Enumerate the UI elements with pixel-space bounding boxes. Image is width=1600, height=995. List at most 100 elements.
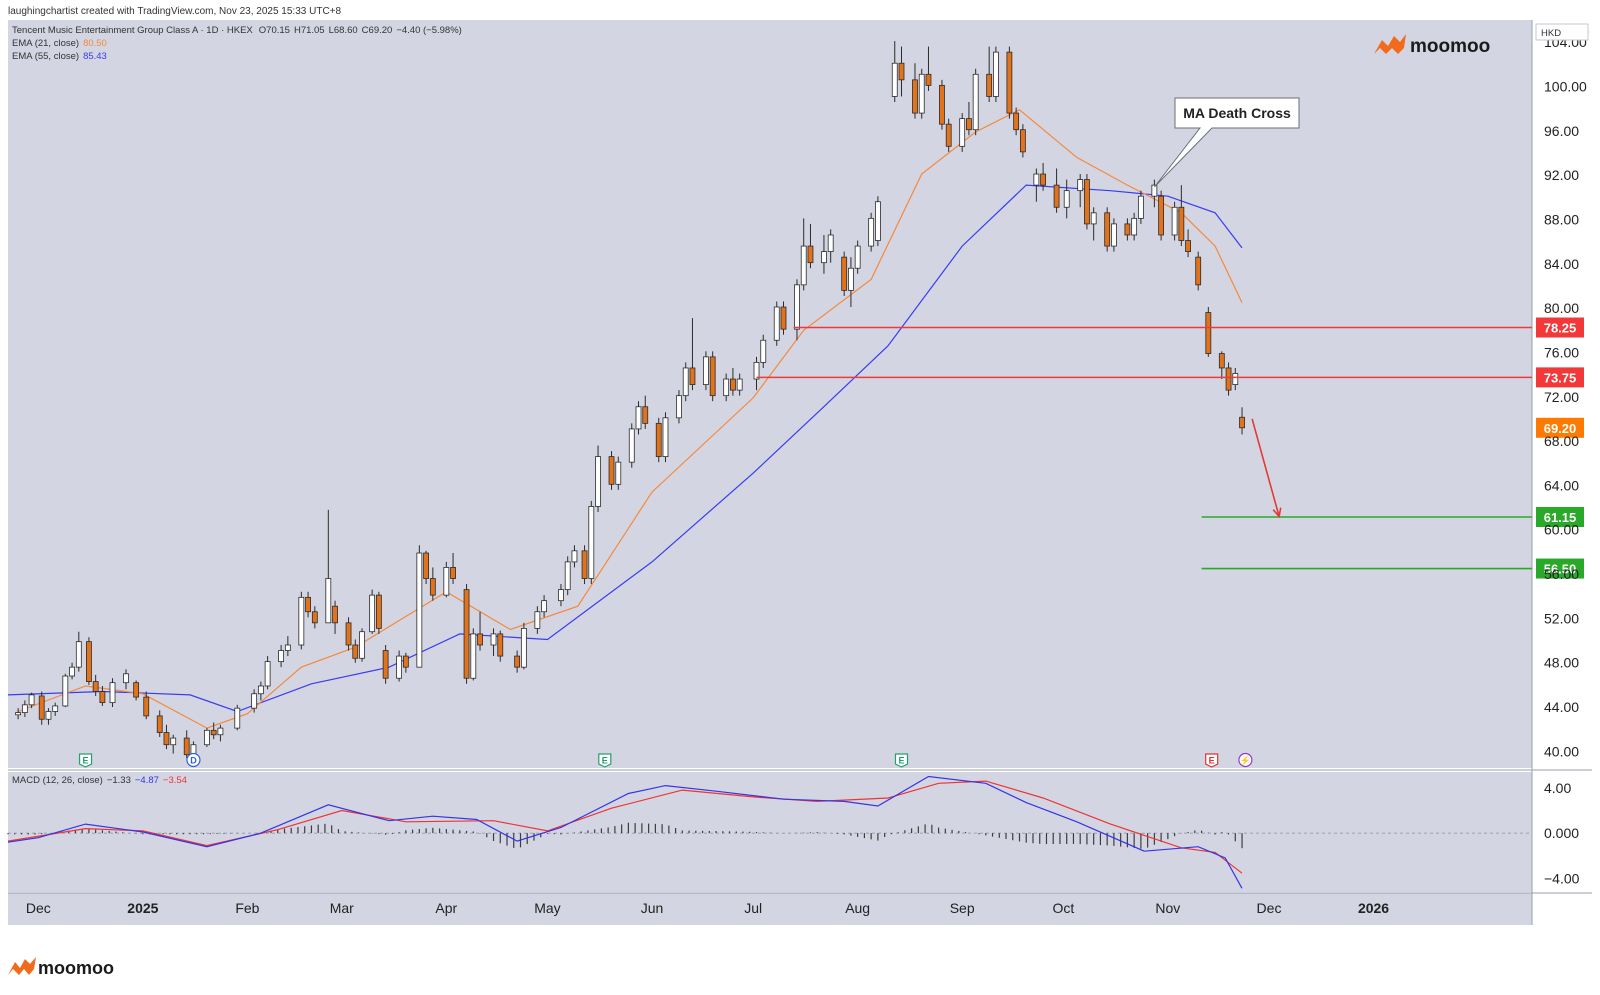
candle-up xyxy=(298,596,305,646)
candle-down xyxy=(514,655,521,668)
candle-up xyxy=(800,245,807,286)
candle-up xyxy=(753,362,760,380)
candle-up xyxy=(416,552,423,668)
candle-up xyxy=(918,73,925,114)
y-tick-label: 80.00 xyxy=(1544,300,1579,316)
event-glyph: D xyxy=(190,756,197,766)
moomoo-logo-top: moomoo xyxy=(1374,34,1490,57)
event-marker xyxy=(186,752,201,768)
callout-text: MA Death Cross xyxy=(1183,105,1291,121)
candle-down xyxy=(1124,223,1131,236)
currency-box xyxy=(1535,23,1589,41)
moomoo-logo-bottom: moomoo xyxy=(8,957,114,978)
candle-up xyxy=(571,550,578,563)
dividend-icon: D xyxy=(186,752,201,768)
candle-up xyxy=(109,682,116,704)
candle-up xyxy=(284,644,291,651)
candle-up xyxy=(21,704,28,713)
event-glyph: E xyxy=(1209,756,1215,766)
arrow-head-icon xyxy=(1272,507,1282,519)
candle-down xyxy=(581,550,588,579)
earnings-icon: E xyxy=(1205,753,1219,768)
header-credit: laughingchartist created with TradingVie… xyxy=(8,6,342,17)
last-price-tag xyxy=(1536,417,1584,438)
currency-label: HKD xyxy=(1541,28,1561,39)
x-tick-label: Jul xyxy=(744,900,762,916)
candle-up xyxy=(1077,179,1084,192)
candle-down xyxy=(429,578,436,596)
y-tick-label: 64.00 xyxy=(1544,477,1579,493)
candle-down xyxy=(1185,240,1191,253)
candle-up xyxy=(854,245,861,269)
candle-up xyxy=(541,600,547,613)
candle-up xyxy=(736,378,743,391)
candle-down xyxy=(1239,416,1245,429)
candle-up xyxy=(760,339,767,363)
price-axis xyxy=(1532,20,1592,925)
ema55-value: 85.43 xyxy=(83,51,107,62)
ema21-line xyxy=(17,109,1243,729)
x-tick-label: Nov xyxy=(1155,900,1180,916)
callout-bubble xyxy=(1153,97,1300,188)
header-symbol: Tencent Music Entertainment Group Class … xyxy=(12,25,462,36)
candle-up xyxy=(443,567,450,596)
candle-down xyxy=(898,62,905,81)
support-price-label: 56.50 xyxy=(1544,562,1577,577)
y-tick-label: 100.00 xyxy=(1544,78,1587,94)
candle-up xyxy=(234,707,241,729)
candle-up xyxy=(703,356,709,385)
candle-up xyxy=(396,655,403,679)
candle-up xyxy=(1151,184,1158,197)
candle-down xyxy=(402,655,409,668)
ema55-line xyxy=(7,184,1243,713)
candle-down xyxy=(156,715,163,733)
macd-y-tick-label: 0.000 xyxy=(1544,825,1579,841)
moomoo-brand-bottom: moomoo xyxy=(38,958,114,978)
candle-up xyxy=(635,406,642,430)
candle-up xyxy=(868,217,875,247)
candle-up xyxy=(45,711,52,720)
candle-down xyxy=(423,552,429,579)
candle-up xyxy=(325,578,332,624)
y-tick-label: 60.00 xyxy=(1544,522,1579,538)
ohlc-change: −4.40 (−5.98%) xyxy=(396,25,462,36)
earnings-icon: E xyxy=(894,753,909,768)
y-tick-label: 68.00 xyxy=(1544,433,1579,449)
y-tick-label: 48.00 xyxy=(1544,655,1579,671)
candle-up xyxy=(62,675,69,707)
candle-down xyxy=(608,456,615,485)
candle-up xyxy=(1111,223,1117,247)
candle-down xyxy=(945,123,952,147)
candle-down xyxy=(1205,312,1212,354)
candle-up xyxy=(69,666,75,677)
y-tick-label: 72.00 xyxy=(1544,389,1579,405)
candle-up xyxy=(993,51,999,97)
candle-up xyxy=(1232,373,1239,385)
candle-down xyxy=(38,695,45,720)
candle-down xyxy=(133,682,140,698)
ema21-label: EMA (21, close) xyxy=(12,38,79,49)
macd-signal-value: −3.54 xyxy=(163,775,187,786)
candle-up xyxy=(595,456,601,507)
x-tick-label: 2025 xyxy=(127,900,158,916)
candle-down xyxy=(807,245,814,264)
candle-down xyxy=(939,84,945,125)
macd-line xyxy=(7,775,1243,889)
projection-arrow xyxy=(1251,418,1280,517)
support-price-label: 61.15 xyxy=(1544,510,1577,525)
support-price-tag xyxy=(1536,558,1584,579)
candle-down xyxy=(99,691,106,704)
candle-up xyxy=(1131,217,1138,236)
ema55-legend: EMA (55, close) 85.43 xyxy=(12,51,107,62)
resistance-price-tag xyxy=(1536,367,1584,388)
candle-down xyxy=(332,605,338,624)
candle-up xyxy=(827,234,834,253)
ema55-label: EMA (55, close) xyxy=(12,51,79,62)
y-tick-label: 76.00 xyxy=(1544,344,1579,360)
x-tick-label: Mar xyxy=(330,900,354,916)
x-tick-label: Dec xyxy=(1257,900,1282,916)
x-tick-label: Dec xyxy=(26,900,51,916)
candle-down xyxy=(986,73,993,97)
y-tick-label: 88.00 xyxy=(1544,211,1579,227)
